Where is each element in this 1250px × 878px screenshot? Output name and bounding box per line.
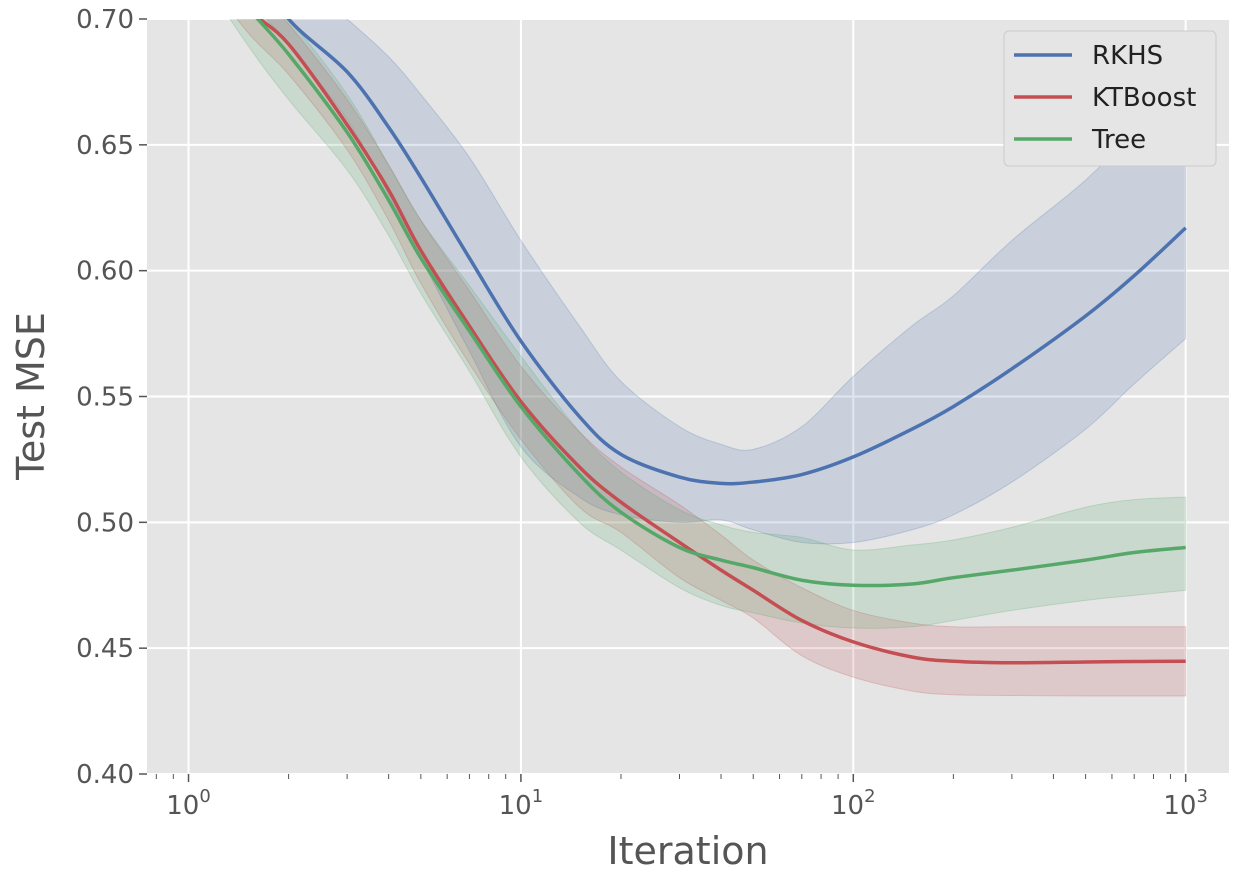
- band-rkhs: [265, 19, 1187, 545]
- band-ktboost: [236, 19, 1187, 697]
- x-axis-title: Iteration: [607, 829, 768, 873]
- y-tick-label: 0.65: [76, 131, 134, 161]
- y-tick-label: 0.45: [76, 634, 134, 664]
- confidence-bands: [229, 19, 1187, 697]
- x-tick-label: 101: [499, 786, 544, 821]
- y-tick-label: 0.55: [76, 383, 134, 413]
- legend: RKHS KTBoost Tree: [1003, 30, 1217, 167]
- y-tick-label: 0.60: [76, 257, 134, 287]
- legend-label-rkhs: RKHS: [1092, 41, 1163, 71]
- axis-ticks: 0.40 0.45 0.50 0.55 0.60 0.65 0.70 100 101 102 103: [76, 5, 1208, 821]
- y-tick-label: 0.50: [76, 508, 134, 538]
- x-tick-label: 103: [1163, 786, 1208, 821]
- band-tree: [229, 19, 1187, 629]
- legend-label-ktboost: KTBoost: [1092, 83, 1196, 113]
- y-tick-label: 0.70: [76, 5, 134, 35]
- series-line-tree: [255, 19, 1186, 588]
- series-lines: [255, 19, 1187, 665]
- x-tick-label: 100: [166, 786, 211, 821]
- y-axis-title: Test MSE: [9, 312, 53, 481]
- series-line-ktboost: [257, 19, 1186, 665]
- x-tick-label: 102: [831, 786, 876, 821]
- series-line-rkhs: [286, 19, 1187, 486]
- y-tick-label: 0.40: [76, 760, 134, 790]
- legend-box: [1003, 30, 1217, 167]
- grid: [147, 18, 1229, 775]
- legend-label-tree: Tree: [1091, 125, 1146, 155]
